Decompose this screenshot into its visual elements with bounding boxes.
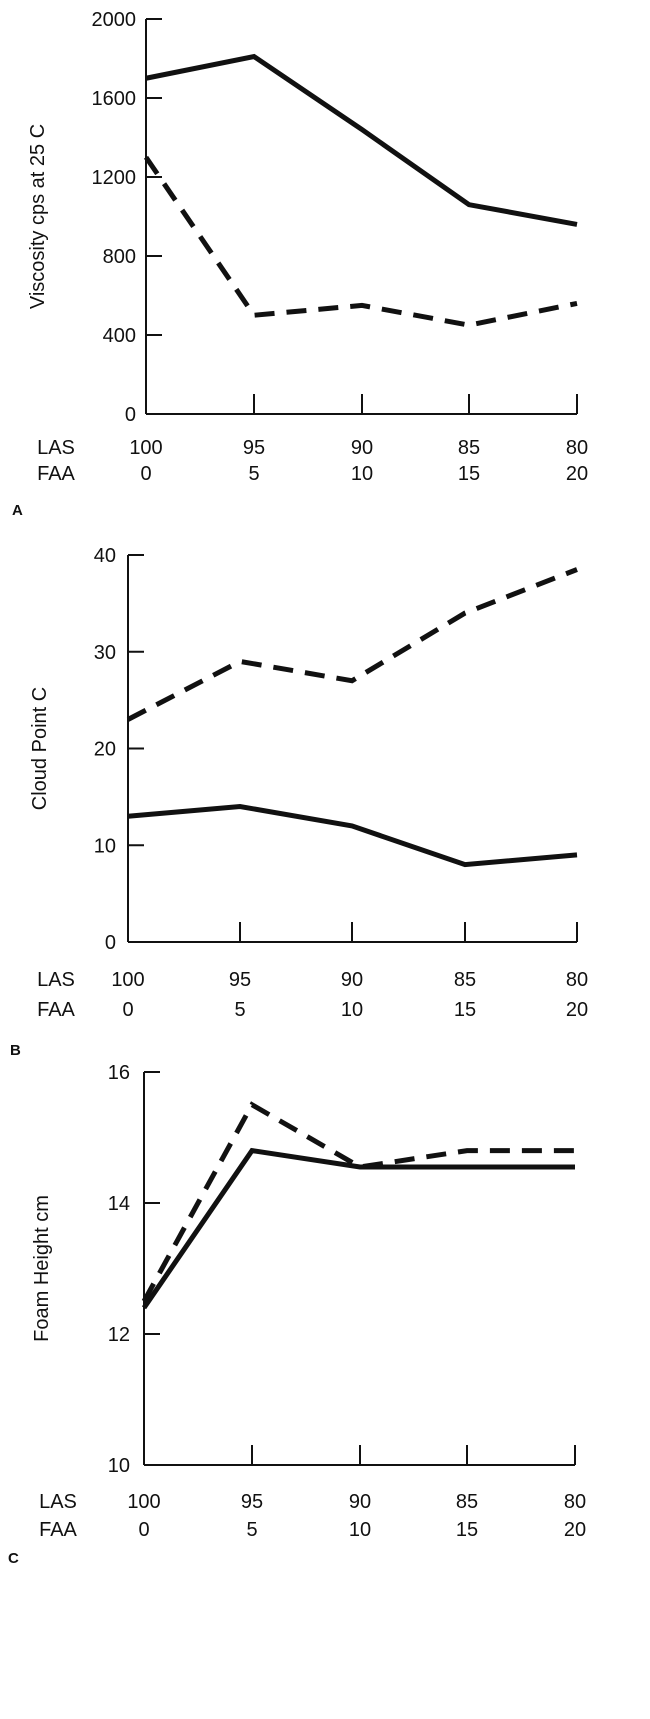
x-row-label-las: LAS xyxy=(37,437,75,459)
x-tick-label: 0 xyxy=(140,463,151,485)
panel-letter: A xyxy=(12,502,23,519)
series-line-solid xyxy=(127,804,578,868)
x-tick-label: 85 xyxy=(458,437,480,459)
y-tick-label: 0 xyxy=(105,932,116,954)
y-axis-title: Cloud Point C xyxy=(29,687,51,810)
x-tick-label: 15 xyxy=(458,463,480,485)
y-axis-title: Viscosity cps at 25 C xyxy=(27,124,49,309)
x-tick-label: 90 xyxy=(341,969,363,991)
y-tick-label: 40 xyxy=(94,545,116,567)
x-tick-label: 85 xyxy=(454,969,476,991)
series-line-solid xyxy=(145,53,578,227)
x-tick-label: 90 xyxy=(351,437,373,459)
x-tick-label: 10 xyxy=(351,463,373,485)
x-tick-label: 0 xyxy=(138,1519,149,1541)
panel-letter: B xyxy=(10,1042,21,1059)
x-tick-label: 20 xyxy=(564,1519,586,1541)
y-tick-label: 800 xyxy=(103,246,136,268)
x-tick-label: 100 xyxy=(127,1491,160,1513)
x-tick-label: 95 xyxy=(243,437,265,459)
x-row-label-las: LAS xyxy=(37,969,75,991)
x-tick-label: 10 xyxy=(349,1519,371,1541)
y-tick-label: 10 xyxy=(94,835,116,857)
x-row-label-faa: FAA xyxy=(39,1519,77,1541)
x-tick-label: 95 xyxy=(229,969,251,991)
series-line-dashed xyxy=(141,1101,575,1303)
x-tick-label: 0 xyxy=(122,999,133,1021)
x-tick-label: 85 xyxy=(456,1491,478,1513)
x-tick-label: 100 xyxy=(111,969,144,991)
series-line-dashed xyxy=(126,567,578,722)
series-line-solid xyxy=(141,1147,575,1310)
y-tick-label: 10 xyxy=(108,1455,130,1477)
x-tick-label: 80 xyxy=(566,437,588,459)
panel-letter: C xyxy=(8,1550,19,1567)
x-tick-label: 80 xyxy=(564,1491,586,1513)
x-tick-label: 20 xyxy=(566,463,588,485)
x-tick-label: 95 xyxy=(241,1491,263,1513)
x-tick-label: 20 xyxy=(566,999,588,1021)
x-row-label-faa: FAA xyxy=(37,463,75,485)
y-tick-label: 12 xyxy=(108,1324,130,1346)
panel-B: 0 10 20 30 40 Cloud Point C LAS 100 95 90 85 80 FAA 0… xyxy=(10,545,588,1059)
x-tick-label: 100 xyxy=(129,437,162,459)
y-tick-label: 30 xyxy=(94,642,116,664)
y-tick-label: 1600 xyxy=(92,88,137,110)
x-row-label-faa: FAA xyxy=(37,999,75,1021)
y-tick-label: 14 xyxy=(108,1193,130,1215)
x-row-label-las: LAS xyxy=(39,1491,77,1513)
x-tick-label: 15 xyxy=(456,1519,478,1541)
panel-C: 10 12 14 16 Foam Height cm LAS 100 95 90 85 80 FAA 0… xyxy=(8,1062,586,1567)
x-tick-label: 10 xyxy=(341,999,363,1021)
series-line-dashed xyxy=(143,155,578,328)
y-tick-label: 0 xyxy=(125,404,136,426)
y-tick-label: 1200 xyxy=(92,167,137,189)
x-tick-label: 5 xyxy=(248,463,259,485)
y-tick-label: 20 xyxy=(94,739,116,761)
y-tick-label: 2000 xyxy=(92,9,137,31)
x-tick-label: 80 xyxy=(566,969,588,991)
x-tick-label: 15 xyxy=(454,999,476,1021)
x-tick-label: 90 xyxy=(349,1491,371,1513)
y-tick-label: 400 xyxy=(103,325,136,347)
x-tick-label: 5 xyxy=(234,999,245,1021)
y-tick-label: 16 xyxy=(108,1062,130,1084)
x-tick-label: 5 xyxy=(246,1519,257,1541)
y-axis-title: Foam Height cm xyxy=(31,1195,53,1342)
